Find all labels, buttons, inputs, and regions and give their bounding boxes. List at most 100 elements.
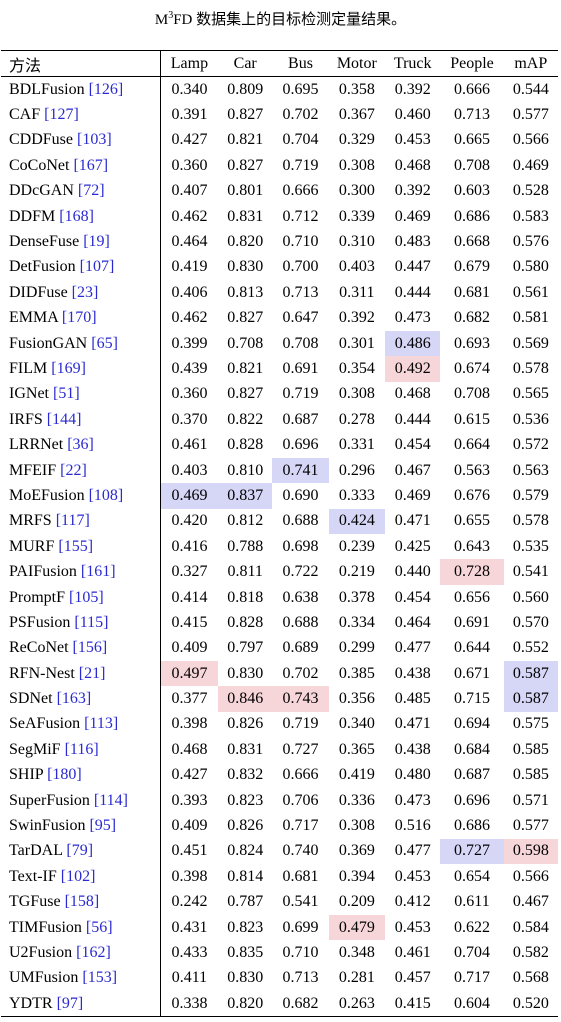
table-row: SegMiF [116] 0.468 0.831 0.727 0.365 0.438 0.6… — [1, 737, 558, 763]
value-cell: 0.336 — [338, 791, 375, 809]
citation-link[interactable]: [19] — [83, 233, 110, 251]
value-cell: 0.666 — [282, 766, 319, 784]
value-cell: 0.708 — [227, 334, 264, 352]
value-cell: 0.666 — [453, 80, 490, 98]
value-cell: 0.682 — [282, 994, 319, 1012]
citation-link[interactable]: [21] — [78, 664, 106, 682]
value-cell: 0.563 — [512, 461, 549, 479]
value-cell: 0.433 — [171, 943, 208, 961]
citation-link[interactable]: [79] — [66, 842, 94, 860]
citation-link[interactable]: [114] — [93, 791, 128, 809]
value-cell: 0.828 — [227, 436, 264, 454]
citation-link[interactable]: [161] — [80, 563, 116, 581]
citation-link[interactable]: [155] — [58, 537, 94, 555]
citation-link[interactable]: [72] — [77, 182, 105, 200]
method-cell: SDNet [163] — [1, 686, 161, 712]
value-cell: 0.492 — [385, 356, 441, 382]
method-cell: FusionGAN [65] — [1, 330, 161, 357]
citation-link[interactable]: [117] — [55, 512, 90, 530]
value-cell: 0.568 — [512, 969, 549, 987]
citation-link[interactable]: [168] — [59, 207, 94, 225]
caption-prefix: M — [154, 12, 169, 28]
value-cell: 0.688 — [282, 613, 319, 631]
value-cell: 0.333 — [338, 486, 375, 504]
citation-link[interactable]: [167] — [73, 156, 109, 174]
table-row: UMFusion [153] 0.411 0.830 0.713 0.281 0.457 0… — [1, 965, 558, 992]
citation-link[interactable]: [36] — [67, 436, 94, 454]
value-cell: 0.415 — [171, 613, 208, 631]
citation-link[interactable]: [126] — [88, 80, 124, 98]
citation-link[interactable]: [163] — [56, 690, 92, 708]
citation-link[interactable]: [116] — [64, 740, 99, 758]
citation-link[interactable]: [156] — [72, 639, 108, 657]
method-name: PAIFusion — [9, 563, 77, 581]
value-cell: 0.497 — [160, 660, 219, 687]
citation-link[interactable]: [97] — [56, 994, 84, 1012]
method-cell: DDcGAN [72] — [1, 178, 161, 204]
value-cell: 0.544 — [512, 80, 549, 98]
citation-link[interactable]: [127] — [44, 106, 79, 124]
citation-link[interactable]: [153] — [82, 969, 118, 987]
value-cell: 0.566 — [512, 867, 549, 885]
value-cell: 0.403 — [338, 258, 375, 276]
caption-text: FD 数据集上的目标检测定量结果。 — [173, 12, 407, 28]
citation-link[interactable]: [107] — [79, 258, 115, 276]
value-cell: 0.644 — [453, 639, 490, 657]
citation-link[interactable]: [51] — [52, 385, 80, 403]
value-cell: 0.810 — [227, 461, 264, 479]
value-cell: 0.831 — [227, 740, 264, 758]
citation-link[interactable]: [158] — [64, 893, 100, 911]
value-cell: 0.686 — [453, 817, 490, 835]
method-cell: RFN-Nest [21] — [1, 660, 161, 687]
citation-link[interactable]: [170] — [61, 309, 97, 327]
method-name: CDDFuse — [9, 131, 74, 149]
method-cell: Text-IF [102] — [1, 864, 161, 890]
citation-link[interactable]: [169] — [51, 359, 86, 377]
value-cell: 0.717 — [453, 969, 490, 987]
value-cell: 0.407 — [171, 182, 208, 200]
value-cell: 0.655 — [453, 512, 490, 530]
citation-link[interactable]: [115] — [74, 613, 109, 631]
value-cell: 0.563 — [453, 461, 490, 479]
value-cell: 0.702 — [282, 664, 319, 682]
method-name: SDNet — [9, 690, 53, 708]
value-cell: 0.454 — [394, 436, 431, 454]
citation-link[interactable]: [95] — [89, 817, 117, 835]
citation-link[interactable]: [162] — [76, 943, 111, 961]
table-row: RFN-Nest [21] 0.497 0.830 0.702 0.385 0.438 0.… — [1, 660, 558, 687]
citation-link[interactable]: [22] — [60, 461, 87, 479]
value-cell: 0.647 — [282, 309, 319, 327]
value-cell: 0.392 — [394, 80, 431, 98]
table-row: IGNet [51] 0.360 0.827 0.719 0.308 0.468 0.708… — [1, 381, 558, 408]
value-cell: 0.360 — [171, 385, 208, 403]
value-cell: 0.681 — [453, 283, 490, 301]
table-row: LRRNet [36] 0.461 0.828 0.696 0.331 0.454 0.66… — [1, 432, 558, 458]
method-name: ReCoNet — [9, 639, 69, 657]
value-cell: 0.378 — [338, 588, 375, 606]
value-cell: 0.699 — [282, 918, 319, 936]
method-name: DenseFuse — [9, 233, 80, 251]
value-cell: 0.473 — [394, 309, 431, 327]
value-cell: 0.715 — [453, 690, 490, 708]
citation-link[interactable]: [113] — [84, 715, 119, 733]
citation-link[interactable]: [56] — [85, 918, 113, 936]
value-cell: 0.369 — [338, 842, 375, 860]
citation-link[interactable]: [65] — [91, 334, 118, 352]
citation-link[interactable]: [23] — [71, 283, 99, 301]
value-cell: 0.820 — [227, 233, 264, 251]
citation-link[interactable]: [102] — [60, 867, 96, 885]
citation-link[interactable]: [144] — [46, 410, 82, 428]
table-row: U2Fusion [162] 0.433 0.835 0.710 0.348 0.461 0… — [1, 940, 558, 966]
citation-link[interactable]: [108] — [88, 486, 124, 504]
table-row: DetFusion [107] 0.419 0.830 0.700 0.403 0.447… — [1, 254, 558, 281]
value-cell: 0.471 — [394, 715, 431, 733]
header-motor: Motor — [336, 54, 377, 72]
citation-link[interactable]: [103] — [77, 131, 112, 149]
value-cell: 0.615 — [453, 410, 490, 428]
method-cell: SHIP [180] — [1, 762, 161, 788]
method-cell: TarDAL [79] — [1, 838, 161, 865]
citation-link[interactable]: [180] — [47, 766, 82, 784]
value-cell: 0.467 — [512, 893, 549, 911]
citation-link[interactable]: [105] — [69, 588, 104, 606]
value-cell: 0.813 — [227, 283, 264, 301]
